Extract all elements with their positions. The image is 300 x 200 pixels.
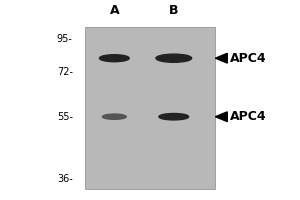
Ellipse shape xyxy=(102,114,126,119)
Text: APC4: APC4 xyxy=(230,52,267,65)
Text: 36-: 36- xyxy=(57,174,73,184)
Polygon shape xyxy=(215,112,227,122)
Ellipse shape xyxy=(159,113,189,120)
Text: 95-: 95- xyxy=(57,34,73,44)
Text: 72-: 72- xyxy=(57,67,73,77)
Text: B: B xyxy=(169,4,178,17)
FancyBboxPatch shape xyxy=(85,27,215,189)
Ellipse shape xyxy=(100,55,129,62)
Text: 55-: 55- xyxy=(57,112,73,122)
Ellipse shape xyxy=(156,54,192,62)
Text: APC4: APC4 xyxy=(230,110,267,123)
Polygon shape xyxy=(215,53,227,63)
Text: A: A xyxy=(110,4,119,17)
